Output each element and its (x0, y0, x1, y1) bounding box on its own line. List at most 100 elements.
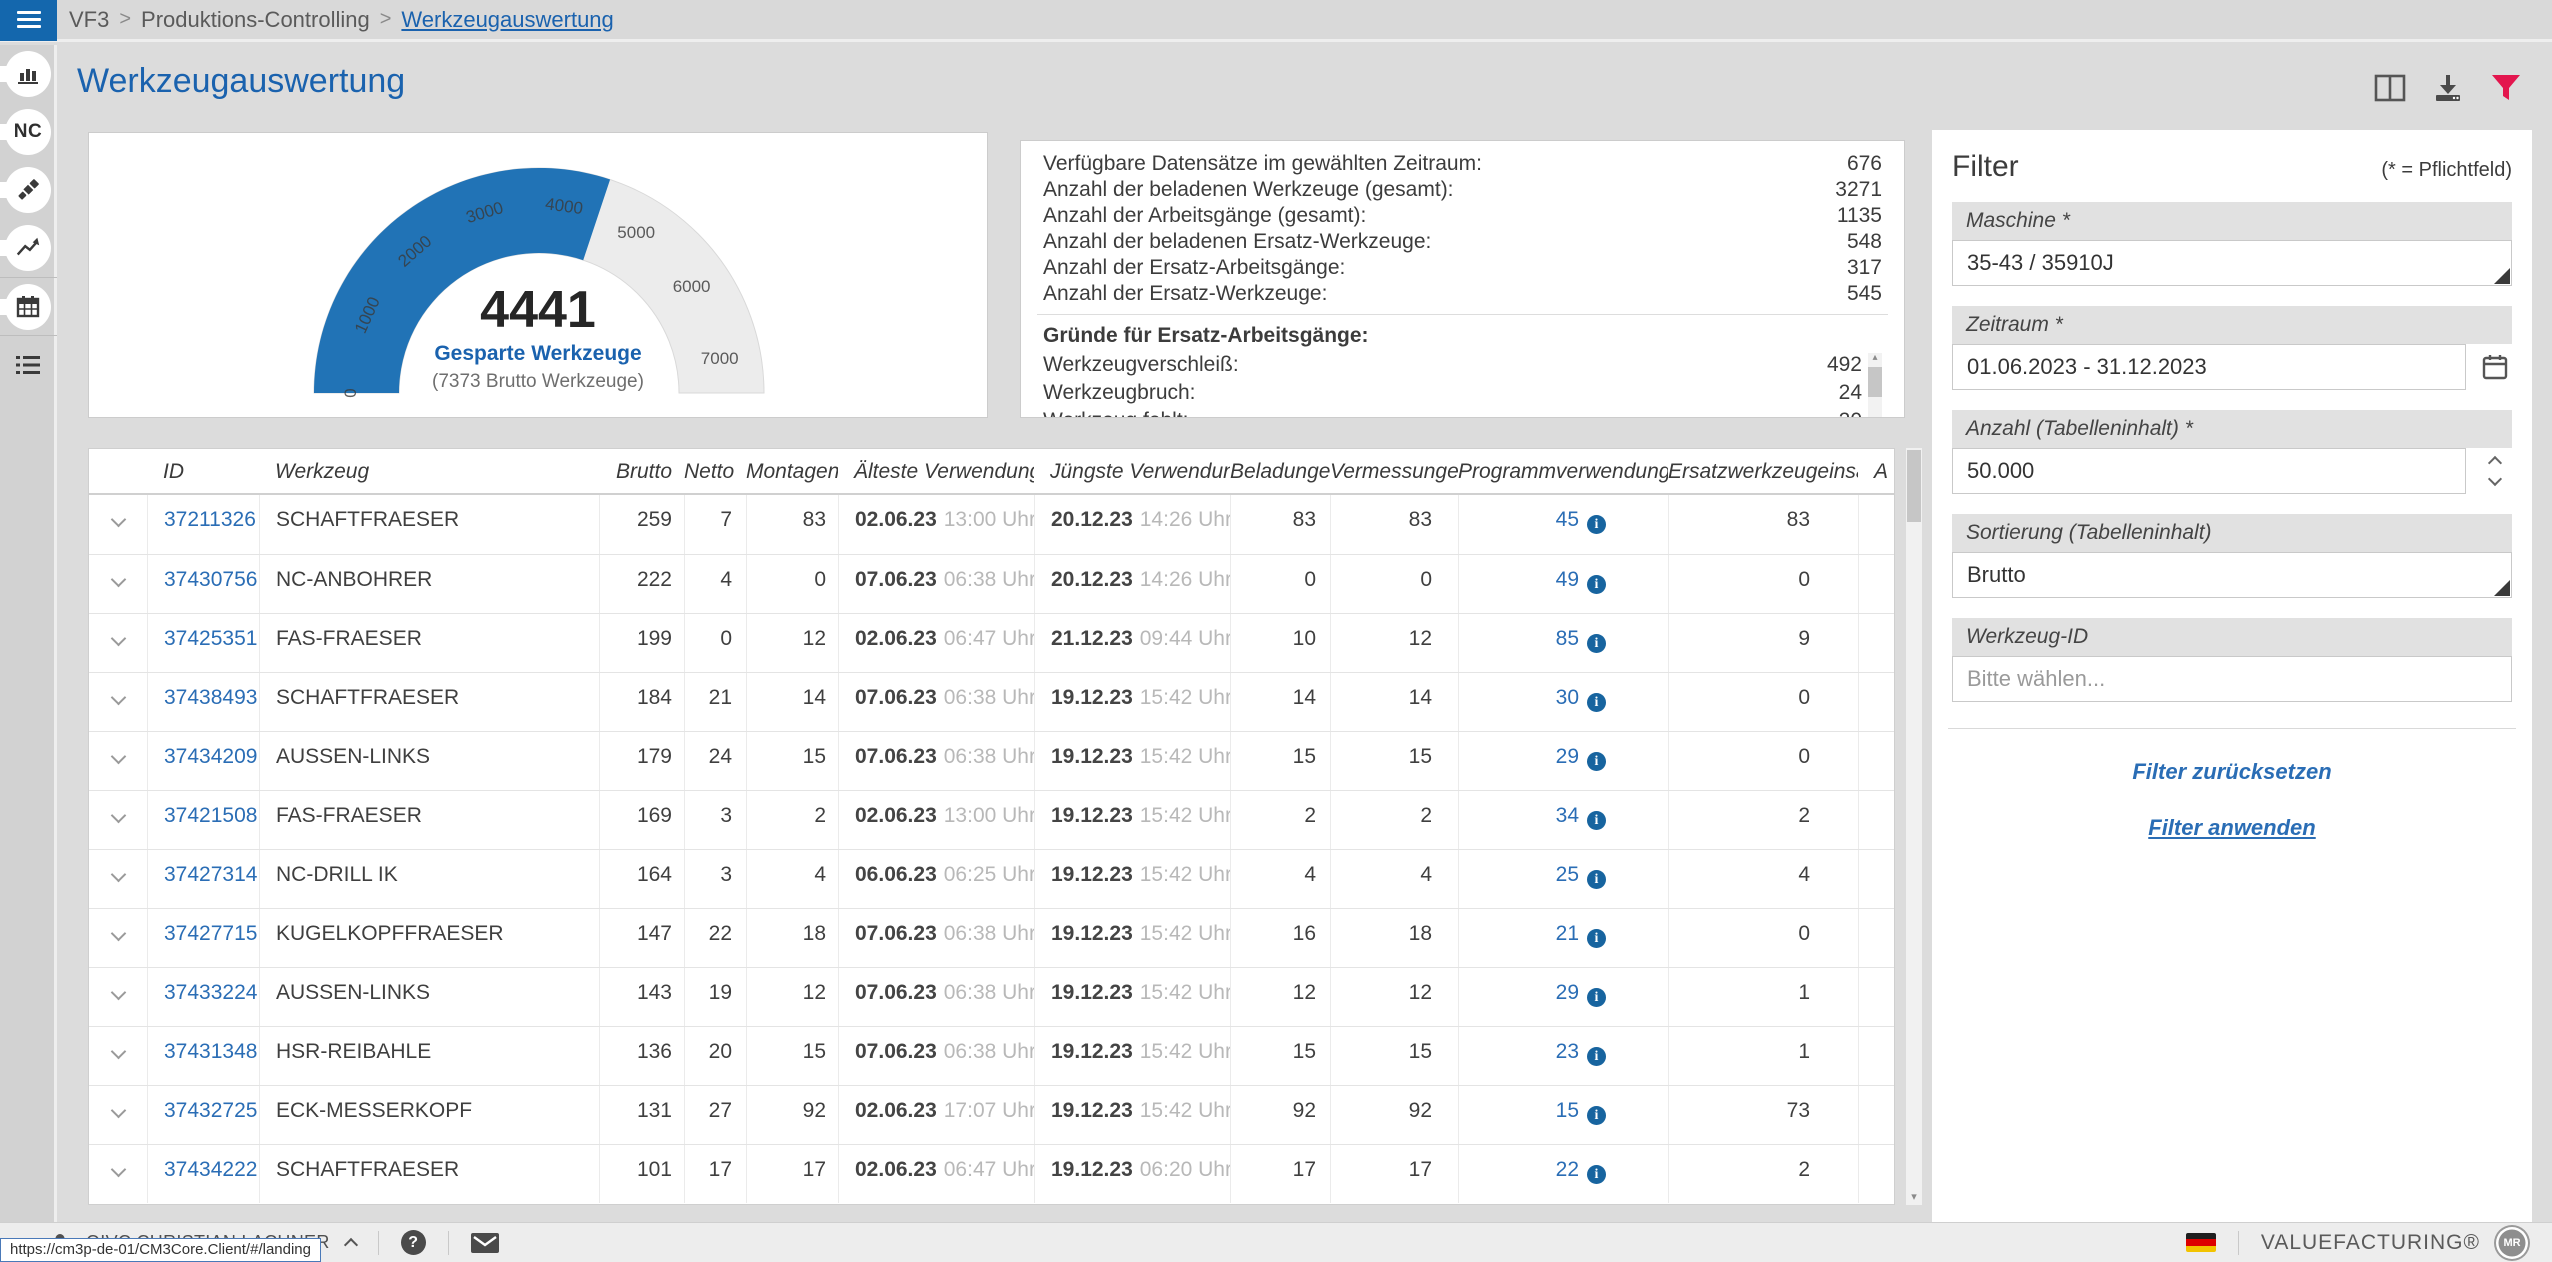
row-expander-icon[interactable] (110, 1162, 126, 1178)
scroll-down-icon[interactable]: ▾ (1906, 1190, 1922, 1203)
info-icon[interactable]: i (1587, 575, 1606, 594)
empty-cell (1858, 850, 1895, 908)
info-icon[interactable]: i (1587, 515, 1606, 534)
info-icon[interactable]: i (1587, 1047, 1606, 1066)
scroll-up-icon[interactable]: ▴ (1868, 353, 1882, 365)
info-icon[interactable]: i (1587, 752, 1606, 771)
row-expander-icon[interactable] (110, 512, 126, 528)
sidebar-item-list[interactable] (0, 335, 57, 393)
date-cell: 07.06.2306:38 Uhr (838, 968, 1034, 1026)
row-expander-icon[interactable] (110, 572, 126, 588)
date-value: 07.06.23 (855, 922, 937, 945)
footer-brand-area: VALUEFACTURING® MR (2186, 1227, 2528, 1259)
info-icon[interactable]: i (1587, 1165, 1606, 1184)
werkzeug-id-input[interactable] (1952, 656, 2512, 702)
breadcrumb-item-produktions-controlling[interactable]: Produktions-Controlling (141, 7, 370, 33)
header-cell[interactable]: Brutto (599, 449, 684, 493)
programm-count: 23 (1556, 1040, 1579, 1063)
sidebar-item-statistics[interactable] (0, 45, 57, 103)
header-cell[interactable]: Montagen (746, 449, 838, 493)
german-flag-icon[interactable] (2186, 1233, 2216, 1252)
tool-id-link[interactable]: 37430756 (164, 568, 257, 591)
tool-id-link[interactable]: 37434222 (164, 1158, 257, 1181)
header-cell[interactable]: Werkzeug (259, 449, 599, 493)
row-expander-icon[interactable] (110, 749, 126, 765)
hamburger-icon (17, 7, 41, 32)
header-cell[interactable]: Beladungen (1230, 449, 1330, 493)
tool-id-link[interactable]: 37434209 (164, 745, 257, 768)
tool-id-link[interactable]: 37427314 (164, 863, 257, 886)
row-expander-icon[interactable] (110, 690, 126, 706)
tool-id-link[interactable]: 37438493 (164, 686, 257, 709)
tool-id-link[interactable]: 37427715 (164, 922, 257, 945)
download-button[interactable] (2430, 70, 2466, 106)
info-icon[interactable]: i (1587, 811, 1606, 830)
sidebar-item-calendar[interactable] (0, 277, 57, 335)
stat-row: Anzahl der Ersatz-Arbeitsgänge:317 (1043, 255, 1882, 281)
zeitraum-input[interactable] (1952, 344, 2466, 390)
filter-reset-link[interactable]: Filter zurücksetzen (1952, 759, 2512, 785)
row-expander-icon[interactable] (110, 1103, 126, 1119)
header-cell[interactable]: Programmverwendungen (1458, 449, 1668, 493)
stepper-up-icon[interactable] (2488, 456, 2502, 470)
stat-label: Werkzeugbruch: (1043, 379, 1196, 407)
empty-cell (1858, 614, 1895, 672)
calendar-picker-button[interactable] (2478, 352, 2512, 382)
info-icon[interactable]: i (1587, 870, 1606, 889)
row-expander-icon[interactable] (110, 985, 126, 1001)
tool-id-link[interactable]: 37425351 (164, 627, 257, 650)
time-value: 15:42 Uhr (1140, 1040, 1230, 1063)
row-expander-icon[interactable] (110, 1044, 126, 1060)
tool-id-link[interactable]: 37211326 (164, 508, 256, 531)
header-cell[interactable]: A (1858, 449, 1895, 493)
stat-label: Werkzeugverschleiß: (1043, 351, 1239, 379)
menu-button[interactable] (0, 0, 57, 41)
programm-count: 22 (1556, 1158, 1579, 1181)
info-icon[interactable]: i (1587, 1106, 1606, 1125)
row-expander-icon[interactable] (110, 631, 126, 647)
stat-label: Anzahl der Arbeitsgänge (gesamt): (1043, 203, 1366, 229)
sidebar-item-nc[interactable]: NC (0, 103, 57, 161)
id-cell: 37427715 (147, 909, 259, 967)
maschine-select[interactable]: 35-43 / 35910J (1952, 240, 2512, 286)
trend-line-icon (5, 225, 51, 271)
anzahl-input[interactable] (1952, 448, 2466, 494)
info-icon[interactable]: i (1587, 634, 1606, 653)
tool-id-link[interactable]: 37421508 (164, 804, 257, 827)
tool-id-link[interactable]: 37433224 (164, 981, 257, 1004)
header-cell[interactable]: Älteste Verwendung (838, 449, 1034, 493)
mr-logo[interactable]: MR (2496, 1227, 2528, 1259)
chevron-up-icon[interactable] (344, 1238, 358, 1252)
table-scrollbar[interactable]: ▾ (1906, 448, 1922, 1205)
row-expander-icon[interactable] (110, 867, 126, 883)
ersatz-cell: 1 (1668, 968, 1858, 1026)
stepper-down-icon[interactable] (2488, 472, 2502, 486)
row-expander-icon[interactable] (110, 808, 126, 824)
sidebar: NC (0, 45, 57, 1222)
sidebar-item-tool[interactable] (0, 161, 57, 219)
breadcrumb-item-werkzeugauswertung[interactable]: Werkzeugauswertung (401, 7, 613, 33)
header-cell[interactable]: Vermessungen (1330, 449, 1458, 493)
mail-button[interactable] (471, 1233, 499, 1253)
scrollbar-thumb[interactable] (1907, 450, 1921, 522)
sortierung-select[interactable]: Brutto (1952, 552, 2512, 598)
tool-id-link[interactable]: 37432725 (164, 1099, 257, 1122)
filter-apply-link[interactable]: Filter anwenden (1952, 815, 2512, 841)
info-icon[interactable]: i (1587, 693, 1606, 712)
breadcrumb-item-vf3[interactable]: VF3 (69, 7, 109, 33)
header-cell[interactable]: ID (147, 449, 259, 493)
scrollbar-thumb[interactable] (1868, 367, 1882, 397)
sidebar-item-trend[interactable] (0, 219, 57, 277)
row-expander-icon[interactable] (110, 926, 126, 942)
tool-id-link[interactable]: 37431348 (164, 1040, 257, 1063)
time-value: 15:42 Uhr (1140, 922, 1230, 945)
header-cell[interactable]: Netto (684, 449, 746, 493)
filter-toggle-button[interactable] (2488, 70, 2524, 106)
reasons-scrollbar[interactable]: ▴ (1868, 353, 1882, 418)
help-button[interactable]: ? (401, 1230, 426, 1255)
columns-layout-button[interactable] (2372, 70, 2408, 106)
header-cell[interactable]: Jüngste Verwendung (1034, 449, 1230, 493)
header-cell[interactable]: Ersatzwerkzeugeinsatz (1668, 449, 1858, 493)
info-icon[interactable]: i (1587, 929, 1606, 948)
info-icon[interactable]: i (1587, 988, 1606, 1007)
